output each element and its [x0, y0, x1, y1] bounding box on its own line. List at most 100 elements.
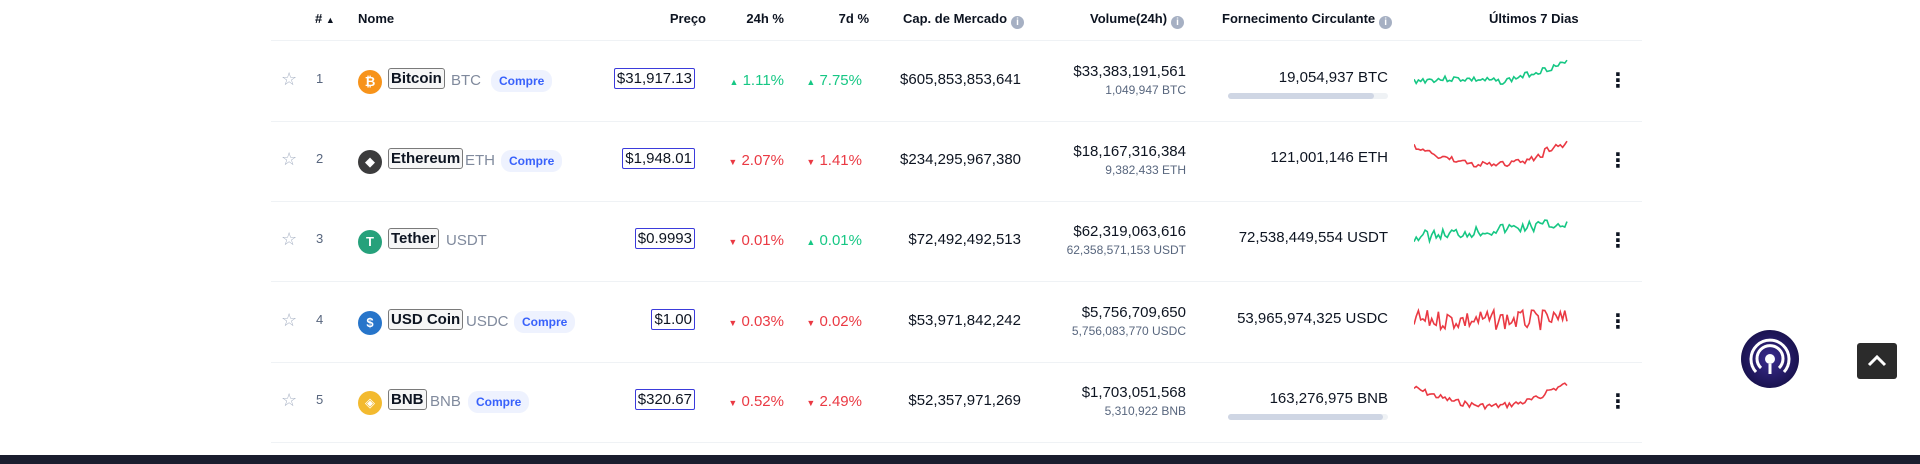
change-7d: ▲ 7.75% [806, 72, 862, 89]
sparkline-chart[interactable] [1414, 53, 1570, 109]
sort-rank-header[interactable]: # ▲ [315, 11, 335, 26]
volume-header[interactable]: Volume(24h) i [1090, 11, 1185, 29]
caret-up-icon: ▲ [729, 77, 739, 87]
change-24h-header[interactable]: 24h % [746, 11, 784, 26]
change-7d: ▼ 0.02% [806, 313, 862, 330]
volume-coin: 5,310,922 BNB [1104, 404, 1186, 418]
market-cap-header[interactable]: Cap. de Mercado i [903, 11, 1025, 29]
coin-symbol: BTC [451, 72, 481, 89]
more-options-icon[interactable]: ⋮ [1608, 391, 1628, 413]
last7-header: Últimos 7 Dias [1489, 11, 1579, 26]
favorite-star-icon[interactable]: ☆ [281, 390, 298, 410]
broadcast-fab-button[interactable] [1741, 330, 1799, 388]
buy-button[interactable]: Compre [468, 391, 530, 413]
coin-logo-icon: ₿ [358, 70, 382, 94]
rank: 2 [316, 151, 324, 166]
volume-usd[interactable]: $33,383,191,561 [1073, 63, 1186, 80]
volume-coin: 9,382,433 ETH [1105, 163, 1186, 177]
favorite-star-icon[interactable]: ☆ [281, 310, 298, 330]
volume-usd[interactable]: $5,756,709,650 [1081, 304, 1186, 321]
caret-down-icon: ▼ [806, 157, 816, 167]
change-7d-header[interactable]: 7d % [838, 11, 869, 26]
volume-coin: 62,358,571,153 USDT [1066, 243, 1186, 257]
info-icon[interactable]: i [1171, 16, 1185, 29]
broadcast-icon [1749, 338, 1791, 374]
more-options-icon[interactable]: ⋮ [1608, 311, 1628, 333]
sparkline-chart[interactable] [1414, 213, 1570, 269]
info-icon[interactable]: i [1379, 16, 1393, 29]
market-cap: $53,971,842,242 [908, 312, 1021, 329]
caret-up-icon: ▲ [806, 237, 816, 247]
change-24h: ▼ 0.01% [728, 232, 784, 249]
supply-progress-fill [1228, 93, 1374, 99]
caret-down-icon: ▼ [806, 398, 816, 408]
market-cap: $234,295,967,380 [900, 151, 1021, 168]
change-7d: ▲ 0.01% [806, 232, 862, 249]
favorite-star-icon[interactable]: ☆ [281, 69, 298, 89]
price[interactable]: $1.00 [651, 309, 695, 330]
price[interactable]: $31,917.13 [613, 68, 695, 89]
table-row[interactable]: ☆ 2 ◆ Ethereum ETH Compre $1,948.01 ▼ 2.07% ▼ 1.… [271, 121, 1642, 202]
sparkline-chart[interactable] [1414, 294, 1570, 350]
coin-logo-icon: T [358, 230, 382, 254]
taskbar [0, 455, 1920, 464]
change-24h: ▼ 0.03% [728, 313, 784, 330]
change-24h: ▼ 2.07% [728, 152, 784, 169]
more-options-icon[interactable]: ⋮ [1608, 150, 1628, 172]
market-cap: $605,853,853,641 [900, 71, 1021, 88]
more-options-icon[interactable]: ⋮ [1608, 230, 1628, 252]
more-options-icon[interactable]: ⋮ [1608, 70, 1628, 92]
change-24h: ▲ 1.11% [729, 72, 784, 89]
coin-name-link[interactable]: Bitcoin [388, 68, 445, 89]
table-row[interactable]: ☆ 1 ₿ Bitcoin BTC Compre $31,917.13 ▲ 1.11% ▲ 7.… [271, 41, 1642, 122]
rank: 4 [316, 312, 324, 327]
rank: 1 [316, 71, 324, 86]
coin-logo-icon: $ [358, 311, 382, 335]
scroll-top-button[interactable] [1857, 343, 1897, 379]
coin-symbol: ETH [465, 152, 495, 169]
circulating-supply: 72,538,449,554 USDT [1238, 229, 1388, 246]
supply-progress-fill [1228, 414, 1384, 420]
supply-header[interactable]: Fornecimento Circulante i [1222, 11, 1393, 29]
volume-usd[interactable]: $18,167,316,384 [1073, 143, 1186, 160]
favorite-star-icon[interactable]: ☆ [281, 229, 298, 249]
supply-progress-bar [1228, 414, 1388, 420]
coin-symbol: USDT [446, 232, 487, 249]
name-header[interactable]: Nome [358, 11, 395, 26]
coin-logo-icon: ◆ [358, 150, 382, 174]
coin-name-link[interactable]: Ethereum [388, 148, 464, 169]
sort-up-icon: ▲ [325, 15, 335, 25]
price[interactable]: $320.67 [634, 389, 695, 410]
sparkline-chart[interactable] [1414, 133, 1570, 189]
circulating-supply: 121,001,146 ETH [1270, 149, 1388, 166]
table-row[interactable]: ☆ 5 ◈ BNB BNB Compre $320.67 ▼ 0.52% ▼ 2.49% $52,… [271, 362, 1642, 443]
table-row[interactable]: ☆ 4 $ USD Coin USDC Compre $1.00 ▼ 0.03% ▼ 0.02%… [271, 282, 1642, 363]
coin-name-link[interactable]: BNB [388, 389, 427, 410]
price-header[interactable]: Preço [669, 11, 706, 26]
rank: 3 [316, 231, 324, 246]
chevron-up-icon [1867, 354, 1887, 367]
price[interactable]: $0.9993 [634, 228, 695, 249]
caret-down-icon: ▼ [728, 157, 738, 167]
coin-symbol: BNB [430, 393, 461, 410]
coin-logo-icon: ◈ [358, 391, 382, 415]
change-7d: ▼ 2.49% [806, 393, 862, 410]
table-row[interactable]: ☆ 3 T Tether USDT $0.9993 ▼ 0.01% ▲ 0.01% $72,49… [271, 201, 1642, 282]
supply-progress-bar [1228, 93, 1388, 99]
volume-usd[interactable]: $1,703,051,568 [1081, 384, 1186, 401]
coin-name-link[interactable]: Tether [388, 228, 439, 249]
buy-button[interactable]: Compre [501, 150, 563, 172]
buy-button[interactable]: Compre [491, 70, 553, 92]
favorite-star-icon[interactable]: ☆ [281, 149, 298, 169]
buy-button[interactable]: Compre [514, 311, 576, 333]
volume-usd[interactable]: $62,319,063,616 [1073, 223, 1186, 240]
change-24h: ▼ 0.52% [728, 393, 784, 410]
change-7d: ▼ 1.41% [806, 152, 862, 169]
info-icon[interactable]: i [1011, 16, 1025, 29]
rank: 5 [316, 392, 324, 407]
caret-down-icon: ▼ [728, 398, 738, 408]
coin-name-link[interactable]: USD Coin [388, 309, 464, 330]
sparkline-chart[interactable] [1414, 374, 1570, 430]
market-cap: $72,492,492,513 [908, 231, 1021, 248]
price[interactable]: $1,948.01 [622, 148, 695, 169]
